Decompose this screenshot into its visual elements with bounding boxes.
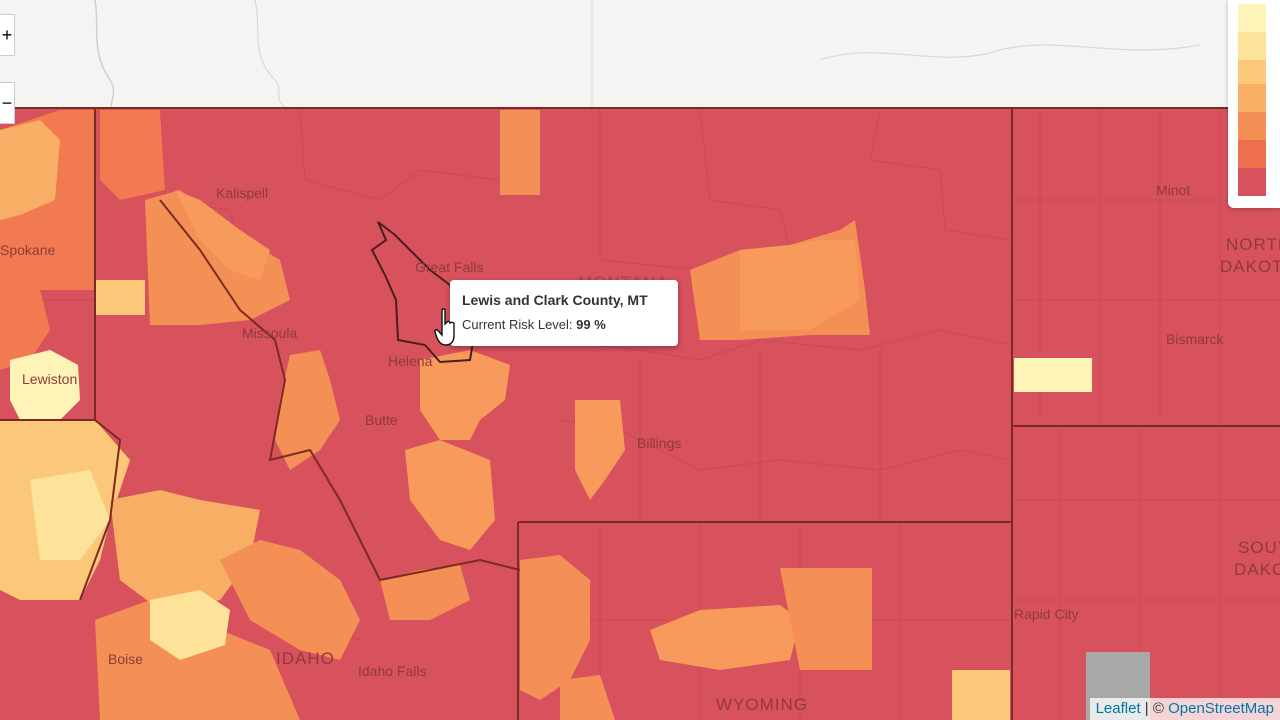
county-region [150, 590, 230, 660]
legend-swatch [1238, 168, 1266, 196]
legend-swatch [1238, 4, 1266, 32]
tooltip-risk-label: Current Risk Level: [462, 317, 573, 332]
county-region [0, 600, 60, 720]
state-label-idaho: IDAHO [276, 649, 335, 668]
county-region [95, 280, 145, 315]
place-label-butte: Butte [365, 412, 398, 428]
county-region [420, 350, 510, 440]
attribution-separator: | © [1140, 700, 1169, 717]
legend-swatch [1238, 84, 1266, 112]
state-borders [0, 107, 1280, 720]
legend-swatch [1238, 140, 1266, 168]
county-region [1014, 358, 1092, 392]
hand-cursor-icon [434, 308, 455, 346]
place-label-spokane: Spokane [0, 242, 55, 258]
county-region [220, 540, 360, 660]
county-region [560, 675, 615, 720]
place-label-kalispell: Kalispell [216, 185, 268, 201]
county-region [0, 120, 60, 220]
basemap-river [94, 0, 116, 111]
county-region [952, 670, 1010, 720]
legend-swatch [1238, 112, 1266, 140]
county-region [380, 565, 470, 620]
place-label-idaho-falls: Idaho Falls [358, 663, 426, 679]
county-region [95, 600, 300, 720]
state-label-south-dakota-line1: SOUTH [1238, 538, 1280, 557]
county-region [520, 555, 590, 700]
county-region [10, 350, 80, 420]
county-region [0, 290, 50, 370]
place-label-rapid-city: Rapid City [1014, 606, 1079, 622]
county-region [780, 568, 872, 670]
county-region [110, 490, 260, 610]
state-label-south-dakota-line2: DAKOTA [1234, 560, 1280, 579]
place-label-missoula: Missoula [242, 325, 297, 341]
place-label-billings: Billings [637, 435, 681, 451]
county-region [405, 440, 495, 550]
place-label-helena: Helena [388, 353, 433, 369]
tooltip-risk-line: Current Risk Level: 99 % [462, 317, 606, 332]
map-attribution: Leaflet | © OpenStreetMap [1089, 698, 1280, 720]
county-region [740, 240, 860, 330]
leaflet-link[interactable]: Leaflet [1095, 700, 1141, 717]
state-label-north-dakota-line2: DAKOTA [1220, 257, 1280, 276]
county-region [100, 110, 165, 200]
basemap-river [819, 44, 1201, 61]
openstreetmap-link[interactable]: OpenStreetMap [1168, 700, 1274, 717]
state-label-north-dakota-line1: NORTH [1226, 235, 1280, 254]
county-region [275, 350, 340, 470]
place-label-bismarck: Bismarck [1166, 331, 1225, 347]
place-label-great-falls: Great Falls [415, 259, 483, 275]
legend-swatch [1238, 32, 1266, 60]
tooltip-risk-value: 99 % [576, 317, 606, 332]
place-label-boise: Boise [108, 651, 143, 667]
county-tooltip: Lewis and Clark County, MT Current Risk … [450, 280, 678, 346]
state-label-wyoming: WYOMING [716, 695, 808, 714]
zoom-control: + − [0, 0, 16, 128]
county-region [175, 190, 270, 280]
place-label-minot: Minot [1156, 182, 1190, 198]
zoom-in-button[interactable]: + [0, 14, 15, 56]
county-region [30, 470, 110, 560]
place-label-lewiston: Lewiston [22, 371, 77, 387]
county-region [650, 605, 800, 670]
tooltip-county-name: Lewis and Clark County, MT [462, 292, 648, 308]
county-region [500, 110, 540, 195]
county-region [575, 400, 625, 500]
basemap-river [254, 0, 291, 111]
zoom-out-button[interactable]: − [0, 82, 15, 124]
highlighted-county-outline[interactable] [370, 221, 477, 364]
risk-legend [1228, 0, 1280, 208]
legend-swatch [1238, 60, 1266, 88]
